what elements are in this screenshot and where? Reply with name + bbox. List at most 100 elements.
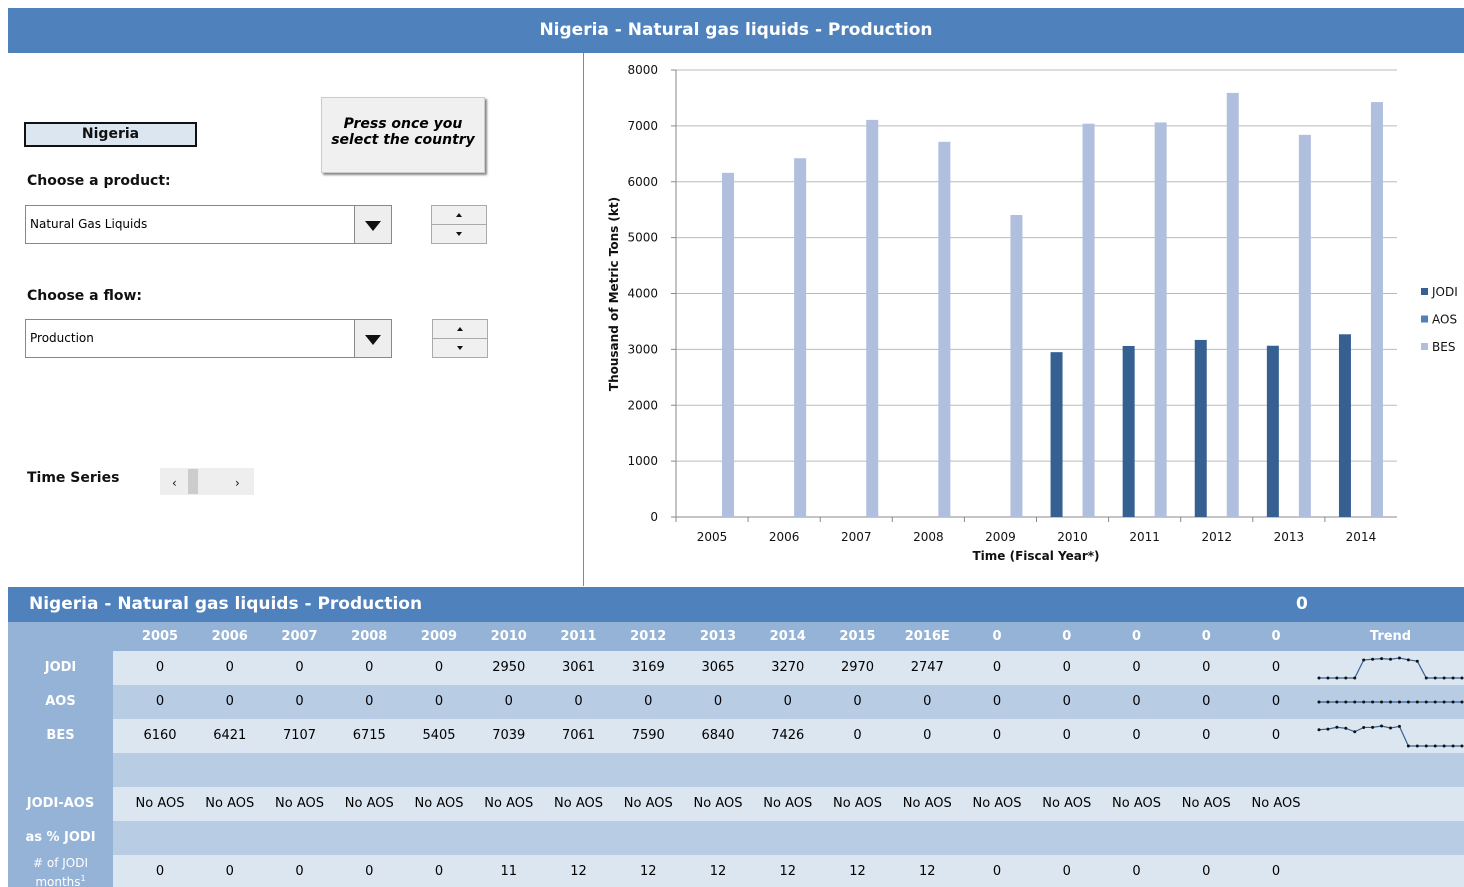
column-header: 2015 [839,629,876,644]
table-row [113,787,1464,821]
row-label: as % JODI [25,830,96,845]
trend-point [1317,676,1321,680]
value-cell: 2747 [910,660,944,675]
trend-point [1317,700,1321,704]
diff-cell: No AOS [484,796,534,811]
column-header: 2006 [211,629,248,644]
diff-cell: No AOS [344,796,394,811]
value-cell: 6421 [213,728,247,743]
diff-cell: No AOS [275,796,324,811]
table-row [113,855,1464,887]
select-button[interactable]: Press once you select the country [321,97,485,173]
trend-point [1380,700,1384,704]
value-cell: 0 [1271,694,1281,709]
x-tick-label: 2010 [1057,530,1088,544]
diff-cell: No AOS [554,796,603,811]
trend-point [1380,724,1384,728]
months-cell: 11 [500,864,518,879]
months-cell: 0 [295,864,304,879]
country-box[interactable]: Nigeria [24,122,197,147]
trend-header: Trend [1369,629,1412,644]
diff-cell: No AOS [205,796,255,811]
trend-point [1415,744,1419,748]
x-tick-label: 2013 [1274,530,1305,544]
legend-label: AOS [1432,313,1457,327]
diff-cell: No AOS [972,796,1022,811]
trend-point [1433,700,1437,704]
spinner[interactable] [432,319,488,358]
months-cell: 12 [570,864,587,879]
value-cell: 0 [853,694,862,709]
x-tick-label: 2006 [769,530,800,544]
trend-point [1451,700,1455,704]
value-cell: 0 [1062,660,1071,675]
value-cell: 0 [225,694,234,709]
y-tick-label: 4000 [627,287,658,301]
bar [794,158,807,517]
row-label-cell [8,787,113,821]
diff-cell: No AOS [1042,796,1092,811]
diff-cell: No AOS [623,796,673,811]
column-header: 2007 [281,629,318,644]
trend-point [1344,700,1348,704]
value-cell: 0 [1202,728,1211,743]
column-header: 2005 [141,629,179,644]
value-cell: 0 [434,694,444,709]
value-cell: 0 [155,694,165,709]
bar [1226,92,1239,517]
legend-swatch [1421,288,1428,295]
column-header: 2010 [490,629,527,644]
time-series-label: Time Series [27,470,120,486]
trend-point [1335,700,1339,704]
trend-point [1442,676,1446,680]
table-row [113,821,1464,855]
value-cell: 6840 [701,728,735,743]
spinner[interactable] [431,205,487,244]
value-cell: 3169 [631,660,665,675]
trend-point [1424,700,1428,704]
svg-text:‹: ‹ [172,476,177,490]
bar [1010,214,1023,518]
bar [1194,339,1207,517]
bar [938,141,951,517]
trend-point [1415,700,1419,704]
trend-line [1318,725,1462,747]
column-header: 2009 [420,629,458,644]
value-cell: 0 [1132,694,1141,709]
column-header: 0 [992,629,1002,644]
x-tick-label: 2011 [1129,530,1160,544]
table-title: Nigeria - Natural gas liquids - Producti… [29,594,423,614]
footnote-mark: 1 [80,874,86,883]
value-cell: 0 [992,728,1002,743]
value-cell: 0 [365,660,374,675]
diff-cell: No AOS [902,796,952,811]
diff-cell: No AOS [135,796,185,811]
trend-point [1424,676,1428,680]
value-cell: 0 [923,694,932,709]
dropdown-arrow[interactable] [354,319,392,358]
column-header: 0 [1271,629,1281,644]
row-label-cell [8,651,113,685]
scrollbar[interactable]: ‹ › [160,468,254,495]
y-tick-label: 3000 [627,342,658,356]
divider [583,53,584,586]
row-label: AOS [45,694,76,709]
value-cell: 6160 [143,728,177,743]
product-label: Choose a product: [27,173,171,189]
x-tick-label: 2012 [1201,530,1232,544]
value-cell: 0 [365,694,374,709]
trend-point [1397,700,1401,704]
value-cell: 0 [504,694,513,709]
months-cell: 0 [155,864,165,879]
diff-cell: No AOS [1112,796,1161,811]
y-tick-label: 2000 [627,398,658,412]
value-cell: 3270 [771,660,805,675]
dropdown-arrow[interactable] [354,205,392,244]
y-tick-label: 5000 [627,231,658,245]
trend-point [1326,700,1330,704]
trend-point [1406,658,1410,662]
table-title-value: 0 [1296,594,1308,614]
trend-point [1362,658,1366,662]
trend-point [1353,676,1357,680]
trend-line [1319,657,1462,679]
